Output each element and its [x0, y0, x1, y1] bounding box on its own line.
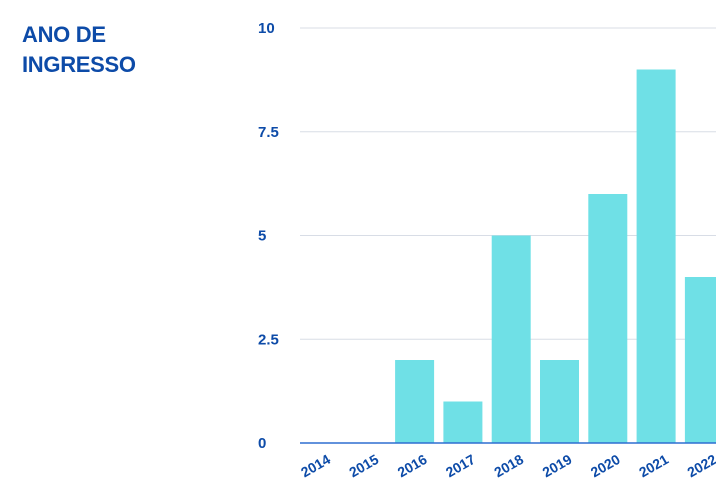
chart-title: ANO DE INGRESSO [22, 20, 202, 80]
x-tick-label: 2021 [636, 451, 671, 481]
y-tick-label: 0 [258, 435, 266, 452]
x-tick-label: 2019 [540, 451, 575, 481]
y-tick-labels: 0 2.5 5 7.5 10 [258, 20, 279, 452]
bar-2018 [491, 235, 531, 443]
bar-2017 [443, 401, 483, 443]
bar-2016 [395, 360, 435, 443]
y-tick-label: 5 [258, 228, 266, 245]
x-tick-label: 2014 [298, 451, 333, 481]
x-tick-label: 2017 [443, 451, 478, 481]
x-tick-label: 2022 [684, 451, 716, 481]
x-tick-label: 2016 [395, 451, 430, 481]
bar-2019 [540, 360, 579, 443]
chart-title-line-2: INGRESSO [22, 52, 136, 77]
x-tick-label: 2018 [491, 451, 526, 481]
y-tick-label: 2.5 [258, 331, 279, 348]
bars [395, 69, 716, 443]
bar-2022 [684, 277, 716, 443]
bar-2020 [588, 194, 628, 443]
y-tick-label: 10 [258, 20, 275, 37]
bar-2021 [636, 69, 676, 443]
x-tick-labels: 2014 2015 2016 2017 2018 2019 2020 2021 2022 [298, 451, 716, 481]
chart-title-line-1: ANO DE [22, 22, 106, 47]
x-tick-label: 2020 [588, 451, 623, 481]
x-tick-label: 2015 [346, 451, 381, 481]
y-tick-label: 7.5 [258, 124, 279, 141]
